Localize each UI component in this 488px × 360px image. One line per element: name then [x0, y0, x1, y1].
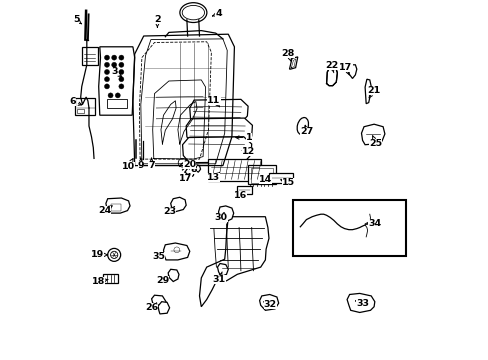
Text: 30: 30 — [214, 213, 227, 222]
Circle shape — [111, 62, 117, 67]
Bar — [81, 47, 98, 65]
Circle shape — [119, 62, 123, 67]
Circle shape — [108, 93, 113, 98]
Circle shape — [104, 77, 109, 82]
Text: 10: 10 — [122, 159, 135, 171]
Bar — [250, 168, 272, 183]
Text: 34: 34 — [367, 219, 381, 228]
Text: 5: 5 — [73, 15, 81, 24]
Polygon shape — [347, 65, 356, 78]
Text: 11: 11 — [207, 95, 220, 107]
Text: 19: 19 — [91, 251, 107, 259]
Circle shape — [119, 69, 123, 75]
Polygon shape — [189, 99, 247, 123]
Polygon shape — [217, 264, 228, 276]
Bar — [75, 98, 95, 115]
Text: 28: 28 — [281, 49, 294, 61]
Bar — [268, 173, 293, 183]
Text: 17: 17 — [339, 63, 352, 75]
Text: 29: 29 — [156, 276, 169, 284]
Polygon shape — [365, 79, 370, 104]
Text: 2: 2 — [154, 15, 161, 27]
Circle shape — [119, 77, 123, 82]
Text: 32: 32 — [263, 300, 276, 309]
Bar — [77, 109, 84, 113]
Circle shape — [104, 69, 109, 75]
Polygon shape — [170, 197, 186, 212]
Text: 35: 35 — [152, 252, 165, 261]
Text: 25: 25 — [368, 136, 382, 148]
Text: 13: 13 — [207, 172, 220, 181]
Text: 22: 22 — [325, 61, 338, 73]
Polygon shape — [182, 137, 251, 163]
Polygon shape — [289, 57, 297, 69]
Polygon shape — [106, 198, 130, 213]
Polygon shape — [259, 294, 278, 310]
Circle shape — [119, 55, 123, 60]
Text: 33: 33 — [355, 299, 368, 307]
Text: 16: 16 — [233, 191, 246, 199]
Text: 20: 20 — [183, 161, 196, 169]
Text: 24: 24 — [98, 206, 112, 215]
Polygon shape — [151, 295, 166, 307]
Text: 8: 8 — [187, 165, 196, 174]
Bar — [237, 186, 251, 194]
Text: 3: 3 — [111, 68, 122, 77]
Polygon shape — [163, 243, 189, 260]
Polygon shape — [158, 302, 169, 314]
Text: 15: 15 — [280, 178, 294, 187]
Polygon shape — [346, 293, 374, 312]
Polygon shape — [326, 66, 337, 86]
Text: 26: 26 — [145, 303, 158, 312]
Bar — [111, 204, 121, 211]
Text: 21: 21 — [366, 86, 379, 98]
Circle shape — [115, 93, 120, 98]
Bar — [207, 159, 261, 181]
Text: 23: 23 — [163, 207, 176, 216]
Circle shape — [107, 248, 121, 261]
Text: 6: 6 — [69, 97, 81, 106]
Polygon shape — [99, 47, 134, 115]
Circle shape — [119, 84, 123, 89]
Bar — [107, 99, 126, 108]
Text: 12: 12 — [242, 148, 255, 156]
Bar — [292, 200, 406, 256]
Circle shape — [104, 62, 109, 67]
Polygon shape — [361, 124, 384, 145]
Text: 7: 7 — [148, 158, 155, 170]
Circle shape — [104, 55, 109, 60]
Text: 17: 17 — [178, 174, 191, 183]
Polygon shape — [186, 118, 252, 144]
Text: 1: 1 — [235, 133, 252, 142]
Circle shape — [104, 84, 109, 89]
Text: 31: 31 — [212, 272, 225, 284]
Polygon shape — [218, 206, 233, 221]
Circle shape — [111, 55, 117, 60]
Text: 4: 4 — [212, 9, 222, 18]
Text: 18: 18 — [92, 277, 108, 286]
Bar — [103, 274, 118, 283]
Bar — [247, 165, 276, 184]
Polygon shape — [199, 217, 268, 307]
Text: 14: 14 — [258, 175, 271, 184]
Text: 27: 27 — [299, 125, 312, 136]
Circle shape — [111, 69, 117, 75]
Polygon shape — [168, 269, 179, 282]
Text: 9: 9 — [137, 158, 144, 170]
